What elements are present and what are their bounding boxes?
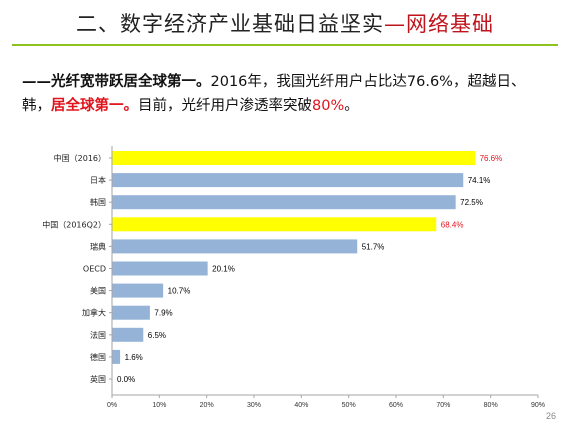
headline-current: 目前，光纤用户渗透率突破 [138, 98, 312, 114]
title-divider [12, 44, 558, 46]
data-label: 7.9% [154, 309, 172, 318]
bar [112, 217, 437, 232]
data-label: 51.7% [362, 242, 385, 251]
x-tick-label: 30% [247, 402, 261, 409]
fiber-share-bar-chart: 0% 10% 20% 30% 40% 50% 60% 70% 80% 90% 中国（2016） 76.… [42, 146, 545, 409]
slide-title: 二、数字经济产业基础日益坚实—网络基础 [0, 8, 570, 38]
bar [112, 151, 476, 165]
x-tick-label: 10% [152, 402, 166, 409]
category-label: 中国（2016Q2） [42, 219, 106, 229]
bar [112, 261, 208, 276]
category-label: 加拿大 [82, 308, 106, 318]
headline-percent: 80% [312, 98, 345, 114]
data-label: 20.1% [212, 265, 235, 274]
headline-end: 。 [344, 98, 359, 114]
slide-title-accent: —网络基础 [384, 12, 494, 36]
x-tick-label: 80% [484, 402, 498, 409]
category-label: 法国 [90, 330, 106, 340]
headline-lead: ——光纤宽带跃居全球第一。 [22, 74, 211, 90]
category-label: 英国 [90, 374, 106, 384]
category-label: 瑞典 [90, 241, 106, 251]
category-label: 日本 [90, 175, 106, 185]
bar [112, 195, 456, 210]
category-label: 美国 [90, 286, 106, 296]
data-label: 68.4% [441, 220, 464, 229]
x-tick-label: 0% [107, 402, 117, 409]
headline-highlight: 居全球第一。 [51, 98, 138, 114]
x-tick-label: 20% [200, 402, 214, 409]
data-label: 10.7% [168, 287, 191, 296]
x-tick-label: 90% [531, 402, 545, 409]
category-label: 德国 [90, 352, 106, 362]
x-tick-label: 60% [389, 402, 403, 409]
bar [112, 283, 164, 298]
category-label: 中国（2016） [54, 153, 106, 163]
bar [112, 173, 464, 188]
data-label: 1.6% [125, 353, 143, 362]
bar [112, 239, 358, 254]
bar [112, 327, 144, 342]
x-tick-label: 40% [294, 402, 308, 409]
x-tick-label: 70% [436, 402, 450, 409]
slide-title-main: 二、数字经济产业基础日益坚实 [76, 12, 384, 36]
bar [112, 349, 121, 364]
data-label: 72.5% [460, 198, 483, 207]
headline-text: ——光纤宽带跃居全球第一。2016年，我国光纤用户占比达76.6%，超越日、韩，… [22, 70, 552, 118]
data-label: 0.0% [117, 375, 135, 384]
bar [112, 305, 150, 320]
x-tick-label: 50% [342, 402, 356, 409]
category-label: OECD [83, 265, 106, 274]
page-number: 26 [545, 411, 556, 421]
data-label: 6.5% [148, 331, 166, 340]
data-label: 74.1% [468, 176, 491, 185]
data-label: 76.6% [480, 154, 503, 163]
category-label: 韩国 [90, 197, 106, 207]
headline-body: 2016年，我国光纤用户占比达76.6%，超越日、韩， [22, 74, 526, 114]
